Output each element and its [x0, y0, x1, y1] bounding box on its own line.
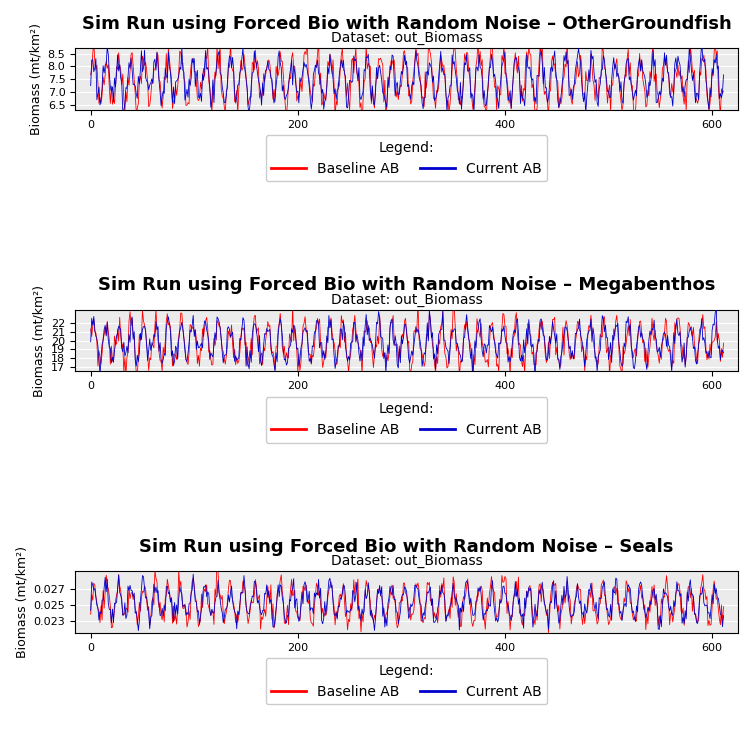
Legend: Baseline AB, Current AB: Baseline AB, Current AB — [266, 658, 547, 705]
Title: Sim Run using Forced Bio with Random Noise – Seals: Sim Run using Forced Bio with Random Noi… — [139, 538, 674, 556]
Text: Dataset: out_Biomass: Dataset: out_Biomass — [331, 293, 483, 307]
Y-axis label: Biomass (mt/km²): Biomass (mt/km²) — [15, 546, 28, 658]
Text: Dataset: out_Biomass: Dataset: out_Biomass — [331, 554, 483, 568]
Y-axis label: Biomass (mt/km²): Biomass (mt/km²) — [29, 23, 42, 135]
X-axis label: Months: Months — [381, 135, 432, 149]
Legend: Baseline AB, Current AB: Baseline AB, Current AB — [266, 135, 547, 181]
X-axis label: Months: Months — [381, 397, 432, 411]
X-axis label: Months: Months — [381, 658, 432, 672]
Text: Dataset: out_Biomass: Dataset: out_Biomass — [331, 31, 483, 45]
Title: Sim Run using Forced Bio with Random Noise – Megabenthos: Sim Run using Forced Bio with Random Noi… — [98, 277, 715, 295]
Title: Sim Run using Forced Bio with Random Noise – OtherGroundfish: Sim Run using Forced Bio with Random Noi… — [82, 15, 731, 33]
Y-axis label: Biomass (mt/km²): Biomass (mt/km²) — [32, 285, 46, 396]
Legend: Baseline AB, Current AB: Baseline AB, Current AB — [266, 397, 547, 443]
